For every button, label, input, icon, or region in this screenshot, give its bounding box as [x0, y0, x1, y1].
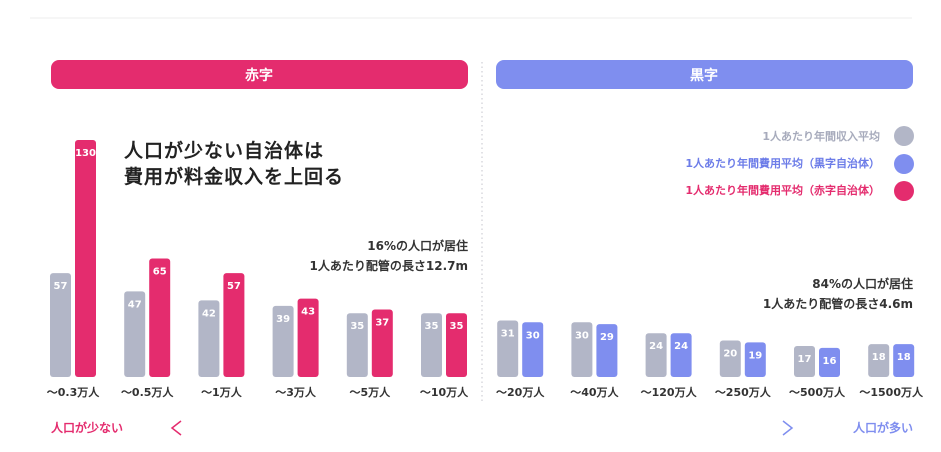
bars: 57 130 47 65 42 57 39 43 35 37 35 35 31 30 30 29 24 24 20 1…: [50, 140, 915, 377]
bar-value-label: 57: [227, 281, 241, 292]
bar-value-label: 35: [425, 321, 439, 332]
bar-value-label: 47: [128, 299, 142, 310]
note-right-line-2: 1人あたり配管の長さ4.6m: [763, 296, 913, 311]
bar-value-label: 24: [649, 341, 663, 352]
legend-swatch-surplus-cost: [894, 154, 914, 174]
bar-surplus-cost: [819, 347, 840, 377]
x-tick-label: 〜10万人: [420, 385, 469, 399]
bar-value-label: 18: [872, 352, 886, 363]
bar-deficit-cost: [371, 309, 393, 377]
bar-value-label: 18: [897, 352, 911, 363]
bar-income: [645, 333, 667, 377]
bar-income: [794, 346, 815, 377]
bar-value-label: 24: [674, 341, 688, 352]
bar-income: [571, 322, 593, 377]
legend-label-deficit-cost: 1人あたり年間費用平均（赤字自治体）: [685, 183, 880, 197]
bar-value-label: 16: [823, 356, 837, 367]
bar-value-label: 57: [54, 281, 68, 292]
bar-value-label: 65: [153, 267, 167, 278]
bar-deficit-cost: [297, 298, 319, 377]
arrow-right-icon: [782, 420, 794, 436]
bar-income: [272, 305, 294, 377]
deficit-header-label: 赤字: [245, 67, 273, 84]
axis-label-right: 人口が多い: [853, 420, 913, 435]
bar-value-label: 35: [450, 321, 464, 332]
bar-value-label: 17: [798, 354, 812, 365]
bar-value-label: 30: [526, 330, 540, 341]
bar-deficit-cost: [223, 273, 245, 377]
bar-deficit-cost: [75, 140, 96, 377]
x-tick-label: 〜40万人: [570, 385, 619, 399]
bar-income: [124, 291, 146, 377]
bar-income: [346, 313, 368, 377]
legend-label-income: 1人あたり年間収入平均: [762, 129, 880, 143]
x-tick-label: 〜250万人: [715, 385, 772, 399]
bar-value-label: 35: [350, 321, 364, 332]
bar-surplus-cost: [596, 324, 618, 377]
bar-value-label: 39: [276, 314, 290, 325]
surplus-header: [496, 60, 913, 89]
x-tick-label: 〜3万人: [275, 385, 317, 399]
x-tick-label: 〜0.5万人: [121, 385, 174, 399]
bar-income: [50, 273, 71, 377]
surplus-header-label: 黒字: [690, 67, 718, 84]
bar-value-label: 31: [501, 328, 515, 339]
bar-value-label: 37: [375, 318, 389, 329]
bar-value-label: 42: [202, 308, 216, 319]
legend-swatch-deficit-cost: [894, 181, 914, 201]
bar-deficit-cost: [149, 258, 171, 377]
legend-swatch-income: [894, 126, 914, 146]
note-right-line-1: 84%の人口が居住: [812, 276, 913, 291]
bar-income: [719, 340, 741, 377]
headline-line-1: 人口が少ない自治体は: [124, 139, 324, 162]
deficit-header: [51, 60, 468, 89]
legend-label-surplus-cost: 1人あたり年間費用平均（黒字自治体）: [685, 156, 880, 170]
x-tick-label: 〜5万人: [349, 385, 391, 399]
x-tick-label: 〜0.3万人: [47, 385, 100, 399]
bar-income: [868, 344, 890, 377]
bar-value-label: 20: [723, 349, 737, 360]
note-left-line-2: 1人あたり配管の長さ12.7m: [310, 258, 468, 273]
headline-line-2: 費用が料金収入を上回る: [124, 165, 344, 188]
x-tick-label: 〜1500万人: [859, 385, 924, 399]
bar-surplus-cost: [670, 333, 692, 377]
bar-value-label: 30: [575, 330, 589, 341]
note-left-line-1: 16%の人口が居住: [367, 238, 468, 253]
bar-deficit-cost: [446, 313, 467, 377]
x-axis-ticks: 〜0.3万人 〜0.5万人 〜1万人 〜3万人 〜5万人 〜10万人 〜20万人 〜40万人 〜…: [47, 385, 924, 399]
x-tick-label: 〜1万人: [201, 385, 243, 399]
bar-income: [421, 313, 442, 377]
x-tick-label: 〜20万人: [496, 385, 545, 399]
x-tick-label: 〜120万人: [641, 385, 698, 399]
bar-income: [198, 300, 220, 377]
bar-value-label: 130: [75, 148, 96, 159]
bar-value-label: 19: [748, 350, 762, 361]
bar-surplus-cost: [522, 322, 544, 377]
bar-surplus-cost: [744, 342, 766, 377]
bar-surplus-cost: [893, 344, 915, 377]
bar-income: [497, 320, 519, 377]
bar-value-label: 43: [301, 307, 315, 318]
arrow-left-icon: [170, 420, 182, 436]
axis-label-left: 人口が少ない: [51, 420, 123, 435]
x-tick-label: 〜500万人: [789, 385, 846, 399]
bar-value-label: 29: [600, 332, 614, 343]
